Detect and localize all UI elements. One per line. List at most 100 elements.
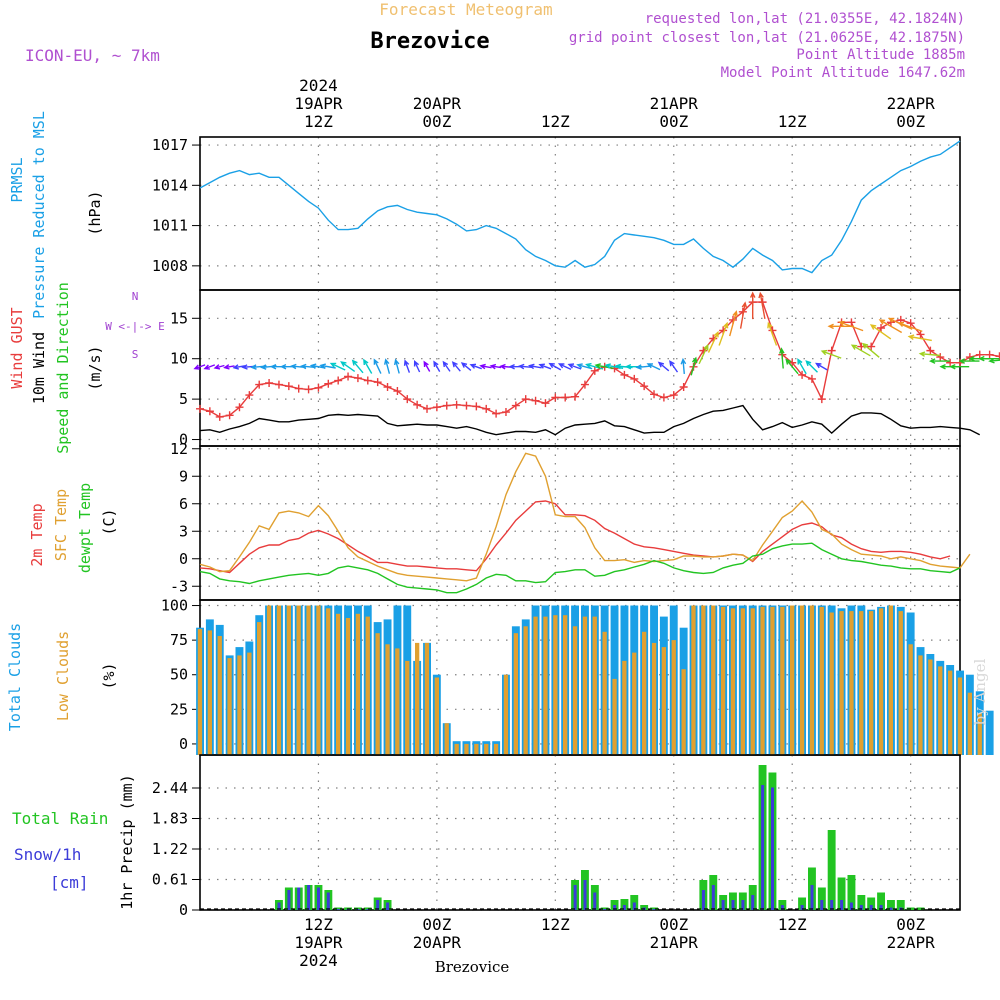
wind-gust-marker	[847, 318, 856, 327]
wind-gust-marker	[669, 391, 678, 400]
y-tick-label: 0	[179, 550, 188, 568]
low-clouds-bar	[730, 608, 736, 755]
wind-direction-arrow	[433, 360, 441, 372]
wind-direction-arrow	[351, 359, 364, 374]
wind-direction-arrow	[729, 310, 738, 337]
low-clouds-bar	[819, 606, 824, 755]
snow-bar	[721, 900, 725, 910]
requested-coords: requested lon,lat (21.0355E, 42.1824N)	[645, 11, 965, 27]
low-clouds-bar	[967, 692, 972, 755]
wind-gust-marker	[936, 353, 945, 362]
y-tick-label: 1017	[152, 136, 188, 154]
wind-gust-marker	[916, 330, 925, 339]
low-clouds-bar	[612, 678, 617, 755]
total-rain-bar	[334, 907, 343, 910]
wind-direction-arrow	[528, 363, 542, 370]
wind-gust-marker	[462, 401, 471, 410]
low-clouds-bar	[750, 608, 755, 755]
wind-gust-marker	[995, 352, 1000, 361]
wind-direction-arrow	[394, 358, 400, 374]
wind-direction-arrow	[329, 362, 346, 371]
wind-direction-arrow	[739, 301, 748, 329]
wind-direction-arrow	[929, 358, 950, 364]
wind-gust-marker	[196, 404, 204, 413]
wind-gust-marker	[225, 411, 234, 420]
wind-gust-marker	[975, 350, 984, 359]
wind-direction-arrow	[203, 364, 216, 370]
total-rain-bar	[817, 887, 826, 910]
low-clouds-bar	[474, 743, 479, 755]
low-clouds-bar	[257, 622, 262, 755]
total-clouds-bar	[985, 710, 994, 755]
wind-unit-label: (m/s)	[86, 345, 104, 390]
wind-gust-marker	[492, 409, 501, 418]
low-clouds-bar	[622, 660, 627, 755]
snow-bar	[879, 905, 883, 910]
wind-direction-arrow	[594, 363, 614, 369]
low-clouds-bar	[286, 605, 291, 755]
wind-gust-marker	[511, 401, 520, 410]
low-clouds-bar	[207, 630, 212, 755]
low-clouds-bar	[632, 652, 637, 755]
wind-direction-arrow	[479, 363, 492, 370]
snow-bar	[603, 909, 607, 910]
low-clouds-bar	[306, 605, 311, 755]
y-tick-label: 2.44	[152, 779, 188, 797]
snow-bar	[869, 905, 873, 910]
wind-direction-arrow	[718, 321, 729, 346]
low-clouds-bar	[415, 642, 420, 755]
bottom-time-label: 12Z	[304, 915, 333, 934]
wind-gust-marker	[985, 350, 994, 359]
low-clouds-bar	[247, 652, 252, 755]
wind-gust-marker	[817, 395, 826, 404]
snow-bar	[849, 902, 853, 910]
wind-gust-marker	[284, 382, 293, 391]
snow-bar	[652, 909, 656, 910]
y-tick-label: 5	[179, 390, 188, 408]
wind-gust-marker	[255, 380, 264, 389]
wind-direction-arrow	[384, 358, 391, 374]
low-clouds-bar	[316, 605, 321, 755]
snow-label: Snow/1h	[14, 845, 81, 864]
wind-direction-arrow	[690, 356, 698, 376]
low-clouds-bar	[957, 677, 963, 755]
wind-gust-marker	[541, 399, 550, 408]
wind-gust-marker	[877, 323, 886, 332]
wind-direction-arrow	[820, 349, 842, 359]
bottom-time-label: 19APR	[294, 933, 343, 952]
wind-gust-marker	[521, 395, 530, 404]
low-clouds-bar	[720, 606, 726, 755]
wind-direction-arrow	[861, 342, 880, 358]
temp-2m-label: 2m Temp	[28, 503, 46, 566]
snow-bar	[376, 900, 380, 910]
y-tick-label: 12	[170, 440, 188, 458]
low-clouds-bar	[513, 633, 518, 755]
panel-frame	[199, 136, 961, 291]
low-clouds-bar	[908, 644, 913, 755]
wind-gust-marker	[531, 396, 540, 405]
low-clouds-bar	[572, 626, 578, 755]
low-clouds-bar	[454, 743, 459, 755]
low-clouds-bar	[849, 611, 854, 755]
low-clouds-bar	[296, 605, 301, 755]
snow-bar	[751, 895, 755, 910]
low-clouds-bar	[918, 655, 923, 755]
y-tick-label: 1.22	[152, 840, 188, 858]
snow-bar	[830, 900, 834, 910]
snow-unit-label: [cm]	[50, 873, 89, 892]
panel-precip: 0 0.61 1.22 1.83 2.44 Total Rain Snow/1h [cm] 1h…	[12, 754, 961, 919]
wind-direction-arrow	[646, 363, 661, 371]
wind-gust-marker	[472, 402, 481, 411]
snow-bar	[859, 905, 863, 910]
wind-gust-marker	[274, 380, 283, 389]
model-altitude: Model Point Altitude 1647.62m	[721, 65, 965, 81]
snow-bar	[593, 892, 597, 910]
wind-direction-arrow	[698, 343, 709, 365]
subtitle: Forecast Meteogram	[379, 0, 552, 19]
wind-gust-marker	[265, 378, 274, 387]
point-altitude: Point Altitude 1885m	[796, 47, 965, 63]
wind-gust-marker	[571, 392, 580, 401]
wind-gust-marker	[580, 380, 589, 389]
wind-direction-arrow	[340, 361, 356, 372]
